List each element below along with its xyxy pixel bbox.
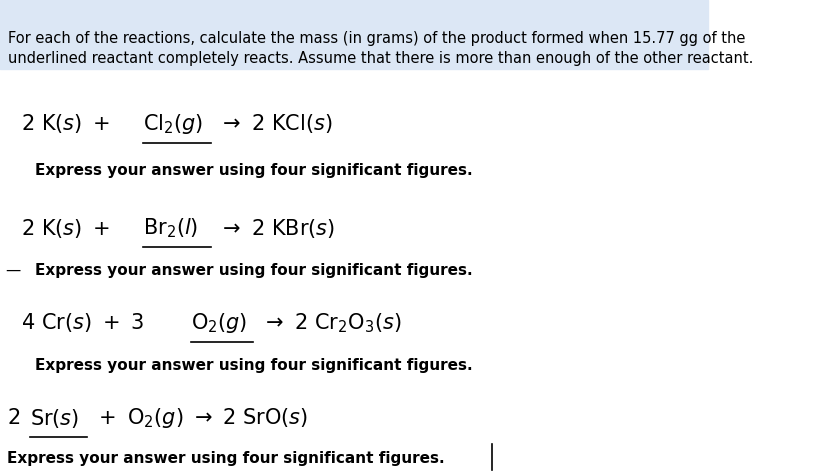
Text: $\rm \ \rightarrow\ 2\ Cr_2O_3(\mathit{s})$: $\rm \ \rightarrow\ 2\ Cr_2O_3(\mathit{s… [255, 311, 402, 335]
Text: $\rm Cl_2(\mathit{g})$: $\rm Cl_2(\mathit{g})$ [143, 112, 203, 135]
Text: Express your answer using four significant figures.: Express your answer using four significa… [35, 163, 473, 179]
Text: $\rm Br_2(\mathit{l})$: $\rm Br_2(\mathit{l})$ [143, 216, 198, 240]
Text: $\rm Sr(\mathit{s})$: $\rm Sr(\mathit{s})$ [30, 407, 80, 429]
Text: $\rm 2\ $: $\rm 2\ $ [7, 408, 21, 428]
Text: $\rm 2\ K(\mathit{s})\ +\ $: $\rm 2\ K(\mathit{s})\ +\ $ [21, 217, 110, 239]
Text: $\rm 2\ K(\mathit{s})\ +\ $: $\rm 2\ K(\mathit{s})\ +\ $ [21, 112, 110, 135]
Text: $\rm O_2(\mathit{g})$: $\rm O_2(\mathit{g})$ [191, 311, 248, 335]
Text: $\rm \ +\ O_2(\mathit{g})\ \rightarrow\ 2\ SrO(\mathit{s})$: $\rm \ +\ O_2(\mathit{g})\ \rightarrow\ … [89, 406, 309, 430]
Text: For each of the reactions, calculate the mass (in grams) of the product formed w: For each of the reactions, calculate the… [8, 30, 746, 46]
Text: $\rm \ \rightarrow\ 2\ KBr(\mathit{s})$: $\rm \ \rightarrow\ 2\ KBr(\mathit{s})$ [212, 217, 336, 239]
Text: Express your answer using four significant figures.: Express your answer using four significa… [35, 358, 473, 373]
Text: —: — [6, 263, 21, 278]
Text: underlined reactant completely reacts. Assume that there is more than enough of : underlined reactant completely reacts. A… [8, 51, 754, 66]
Text: Express your answer using four significant figures.: Express your answer using four significa… [7, 451, 444, 466]
FancyBboxPatch shape [0, 0, 708, 69]
Text: $\rm 4\ Cr(\mathit{s})\ +\ 3\ $: $\rm 4\ Cr(\mathit{s})\ +\ 3\ $ [21, 312, 144, 334]
Text: Express your answer using four significant figures.: Express your answer using four significa… [35, 263, 473, 278]
Text: $\rm \ \rightarrow\ 2\ KCl(\mathit{s})$: $\rm \ \rightarrow\ 2\ KCl(\mathit{s})$ [212, 112, 333, 135]
